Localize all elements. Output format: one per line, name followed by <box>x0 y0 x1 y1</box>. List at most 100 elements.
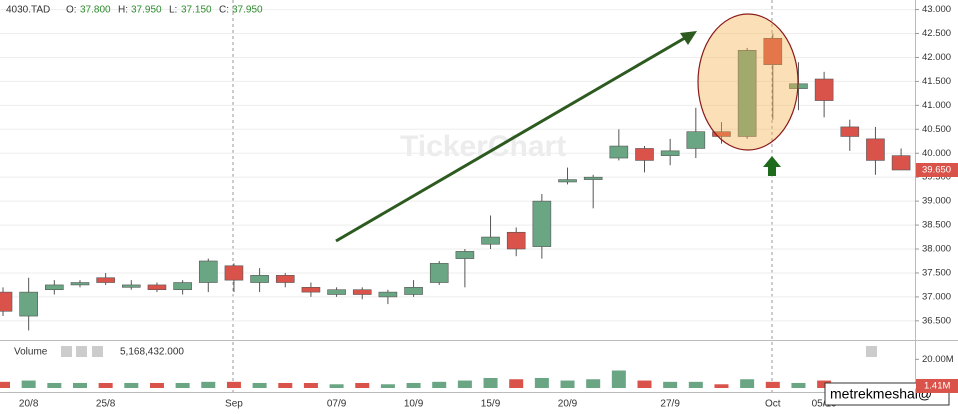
candle-body <box>891 155 911 171</box>
y-tick-label: 37.000 <box>922 291 951 302</box>
volume-bar <box>740 379 755 388</box>
y-tick-label: 38.500 <box>922 220 951 231</box>
candle-body <box>583 176 603 180</box>
volume-value: 5,168,432.000 <box>120 347 184 358</box>
y-tick-label: 39.500 <box>922 172 951 183</box>
x-tick-label: 27/9 <box>660 399 680 410</box>
candle-body <box>686 131 706 149</box>
candle-body <box>866 138 885 161</box>
ohlc-label: O: <box>66 5 77 16</box>
candle-body <box>660 150 680 156</box>
candle-body <box>404 287 423 295</box>
candle-body <box>481 236 500 245</box>
volume-bar <box>509 379 524 388</box>
volume-bar <box>611 370 626 388</box>
candle-body <box>173 282 192 291</box>
x-tick-label: 15/9 <box>481 399 501 410</box>
candle-body <box>224 265 244 281</box>
x-tick-label: Sep <box>225 399 243 410</box>
ohlc-value: 37.950 <box>131 5 162 16</box>
candle-body <box>558 179 577 183</box>
volume-bar <box>663 381 678 388</box>
candle-body <box>327 289 346 295</box>
volume-bar <box>329 384 344 388</box>
ohlc-value: 37.150 <box>181 5 212 16</box>
candle-body <box>70 282 90 286</box>
symbol: 4030.TAD <box>6 5 50 16</box>
candle-body <box>609 145 629 159</box>
volume-bar <box>72 382 87 388</box>
icon[interactable] <box>866 346 877 357</box>
header: 4030.TAD O: 37.800 H: 37.950 L: 37.150 C… <box>6 5 263 16</box>
ohlc-label: C: <box>219 5 229 16</box>
candle-body <box>737 49 757 137</box>
y-tick-label: 36.500 <box>922 315 951 326</box>
candle-body <box>532 200 552 247</box>
volume-bar <box>98 382 113 388</box>
volume-bar <box>124 382 139 388</box>
volume-bar <box>586 379 601 388</box>
candle-body <box>122 284 141 288</box>
arrow-head <box>680 31 697 45</box>
volume-tag <box>916 378 958 393</box>
volume-bar <box>688 381 703 388</box>
y-tick-label: 41.500 <box>922 76 951 87</box>
icon[interactable] <box>76 346 87 357</box>
candle-body <box>814 78 834 101</box>
volume-label: Volume <box>14 347 48 358</box>
y-tick-label: 42.500 <box>922 28 951 39</box>
volume-bar <box>765 381 780 388</box>
price-tag-label: 39.650 <box>922 165 951 176</box>
ohlc-label: L: <box>169 5 177 16</box>
volume-bar <box>252 382 267 388</box>
ohlc-label: H: <box>118 5 128 16</box>
volume-bar <box>201 381 216 388</box>
ohlc-value: 37.950 <box>232 5 263 16</box>
candle-body <box>352 289 372 295</box>
y-tick-label: 37.500 <box>922 267 951 278</box>
volume-bar <box>303 382 318 388</box>
candle-body <box>147 284 167 291</box>
y-tick-label: 40.000 <box>922 148 951 159</box>
volume-bar <box>406 382 421 388</box>
candle-body <box>378 291 398 298</box>
volume-bar <box>483 377 498 388</box>
volume-bar <box>432 381 447 388</box>
x-tick-label: 10/9 <box>404 399 424 410</box>
volume-bar <box>175 382 190 388</box>
y-tick-label: 38.000 <box>922 244 951 255</box>
candle-body <box>712 131 731 137</box>
y-tick-label: 39.000 <box>922 196 951 207</box>
up-arrow <box>763 156 781 176</box>
candle-body <box>455 251 475 259</box>
candle-body <box>250 275 269 283</box>
volume-bar <box>355 382 370 388</box>
y2-tick-label: 20.00M <box>922 354 954 365</box>
icon[interactable] <box>61 346 72 357</box>
volume-bar <box>278 382 293 388</box>
candle-body <box>763 38 783 65</box>
candle-body <box>96 277 115 283</box>
y-tick-label: 42.000 <box>922 52 951 63</box>
candle-body <box>635 148 654 161</box>
candle-body <box>301 287 321 293</box>
y-tick-label: 43.000 <box>922 4 951 15</box>
x-tick-label: 07/9 <box>327 399 347 410</box>
candle-body <box>198 260 218 283</box>
icon[interactable] <box>92 346 103 357</box>
volume-bar <box>149 382 164 388</box>
volume-bar <box>791 382 806 388</box>
volume-bar <box>714 384 729 388</box>
volume-bar <box>534 377 549 388</box>
x-tick-label: 25/8 <box>96 399 116 410</box>
y-tick-label: 40.500 <box>922 124 951 135</box>
volume-bar <box>380 384 395 388</box>
x-tick-label: 05/10 <box>812 399 837 410</box>
candle-body <box>275 275 295 283</box>
volume-bar <box>226 381 241 388</box>
candle-body <box>840 126 860 137</box>
volume-bar <box>560 380 575 388</box>
highlight-ellipse <box>697 13 799 151</box>
candle-body <box>19 291 38 317</box>
